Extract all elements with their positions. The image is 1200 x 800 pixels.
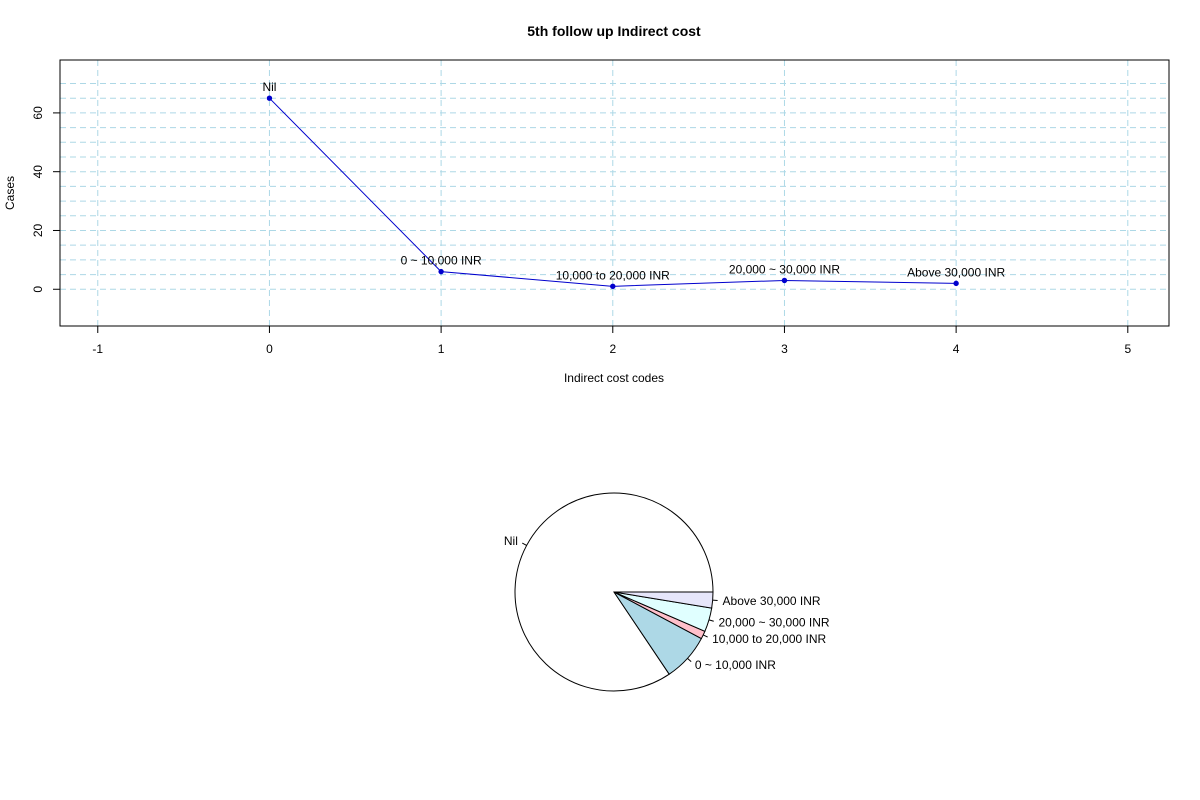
data-label: 0 ~ 10,000 INR: [401, 254, 482, 268]
data-point: [266, 95, 273, 101]
pie-label: Above 30,000 INR: [723, 594, 821, 608]
y-tick-label: 40: [31, 165, 45, 179]
pie-chart: Nil 0 ~ 10,000 INR 10,000 to 20,000 INR 20,…: [504, 492, 830, 692]
x-tick-label: 3: [781, 342, 788, 356]
data-label: Above 30,000 INR: [907, 265, 1005, 279]
pie-leader-line: [522, 542, 527, 546]
x-tick-label: 0: [266, 342, 273, 356]
pie-label: 0 ~ 10,000 INR: [695, 658, 776, 672]
y-tick-label: 0: [31, 286, 45, 293]
x-tick-label: 5: [1124, 342, 1131, 356]
grid: [60, 60, 1169, 326]
pie-leader-line: [708, 619, 714, 622]
data-point: [438, 268, 444, 275]
x-tick-label: 2: [609, 342, 616, 356]
series: Nil 0 ~ 10,000 INR 10,000 to 20,000 INR 20,…: [262, 80, 1005, 290]
x-axis-label: Indirect cost codes: [564, 371, 664, 385]
chart-title: 5th follow up Indirect cost: [527, 23, 701, 39]
line-chart: 5th follow up Indirect cost -1 0 1 2 3 4 5 0 20…: [3, 23, 1170, 385]
x-tick-label: 1: [438, 342, 445, 356]
pie-leader-line: [687, 657, 692, 663]
data-label: 10,000 to 20,000 INR: [556, 268, 670, 282]
y-tick-label: 20: [31, 223, 45, 237]
y-tick-label: 60: [31, 106, 45, 120]
data-label: 20,000 ~ 30,000 INR: [729, 262, 840, 276]
x-tick-label: 4: [953, 342, 960, 356]
x-axis: -1 0 1 2 3 4 5: [92, 325, 1131, 356]
y-axis-label: Cases: [3, 176, 17, 210]
data-point: [610, 283, 616, 290]
pie-label: Nil: [504, 534, 518, 548]
x-tick-label: -1: [92, 342, 103, 356]
data-point: [781, 277, 788, 284]
y-axis: 0 20 40 60: [31, 106, 61, 293]
data-point: [953, 280, 959, 287]
pie-label: 20,000 ~ 30,000 INR: [718, 616, 829, 630]
pie-label: 10,000 to 20,000 INR: [712, 632, 826, 646]
data-label: Nil: [262, 80, 276, 94]
pie-leader-line: [702, 634, 708, 638]
